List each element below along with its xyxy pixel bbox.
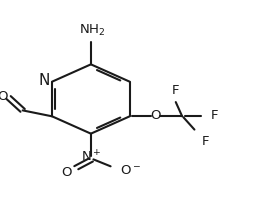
Text: N: N xyxy=(38,73,50,88)
Text: F: F xyxy=(172,84,179,96)
Text: N$^+$: N$^+$ xyxy=(81,150,102,165)
Text: O$^-$: O$^-$ xyxy=(120,164,142,177)
Text: F: F xyxy=(201,135,209,148)
Text: O: O xyxy=(61,166,71,179)
Text: O: O xyxy=(0,90,8,103)
Text: O: O xyxy=(150,109,161,122)
Text: NH$_2$: NH$_2$ xyxy=(79,23,105,38)
Text: F: F xyxy=(210,109,218,122)
